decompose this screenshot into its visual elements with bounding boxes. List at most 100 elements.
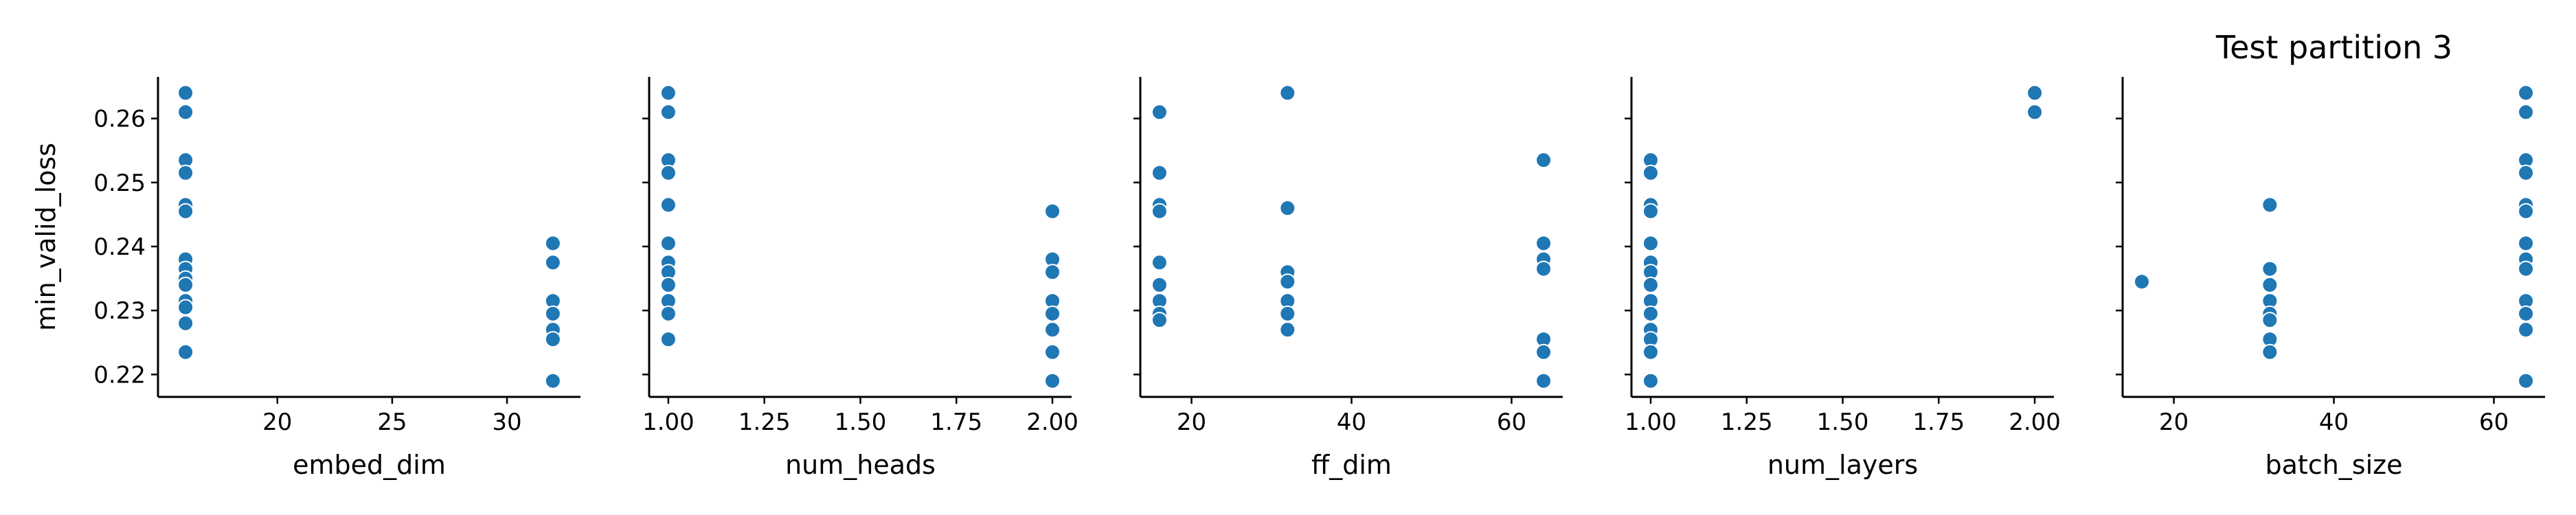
- panel-embed_dim: 0.22 0.23 0.24 0.25 0.26 20 25 30 embed_dim: [93, 77, 580, 480]
- data-point: [1151, 312, 1168, 329]
- chart-title: Test partition 3: [2215, 29, 2452, 66]
- x-tick-label: 25: [377, 409, 407, 436]
- data-point: [1151, 276, 1168, 293]
- y-tick-label: 0.23: [93, 297, 146, 325]
- data-point: [177, 314, 194, 332]
- data-point: [1642, 235, 1659, 252]
- data-point: [1044, 372, 1061, 389]
- x-tick-label: 1.25: [738, 409, 791, 436]
- x-tick-label: 1.75: [930, 409, 982, 436]
- data-point: [177, 104, 194, 121]
- data-point: [2518, 260, 2535, 277]
- x-tick-label: 1.50: [835, 409, 887, 436]
- data-point: [1044, 264, 1061, 281]
- data-point: [2261, 343, 2279, 360]
- x-tick-label: 40: [1337, 409, 1366, 436]
- x-tick-label: 20: [262, 409, 292, 436]
- y-axis-label: min_valid_loss: [31, 143, 61, 331]
- x-tick-label: 1.00: [642, 409, 694, 436]
- x-tick-label: 40: [2319, 409, 2349, 436]
- x-tick-label: 1.00: [1625, 409, 1677, 436]
- panel-num_layers: 1.00 1.25 1.50 1.75 2.00 num_layers: [1625, 77, 2061, 480]
- data-point: [1535, 343, 1552, 360]
- data-point: [2261, 196, 2279, 214]
- data-point: [1535, 372, 1552, 389]
- data-point: [2026, 84, 2044, 102]
- data-point: [2261, 260, 2279, 277]
- data-point: [2133, 273, 2150, 290]
- data-point: [177, 164, 194, 181]
- data-point: [2518, 164, 2535, 181]
- data-point: [1642, 372, 1659, 389]
- data-point: [1044, 203, 1061, 220]
- data-point: [1044, 343, 1061, 360]
- data-point: [2518, 84, 2535, 102]
- data-point: [544, 235, 561, 252]
- x-tick-label: 60: [2479, 409, 2509, 436]
- data-point: [659, 235, 677, 252]
- data-point: [659, 331, 677, 348]
- panel-num_heads: 1.00 1.25 1.50 1.75 2.00 num_heads: [642, 77, 1078, 480]
- data-point: [2518, 235, 2535, 252]
- x-tick-label: 20: [2159, 409, 2189, 436]
- x-tick-label: 1.75: [1912, 409, 1965, 436]
- y-tick-label: 0.24: [93, 233, 146, 261]
- data-point: [2261, 276, 2279, 293]
- data-point: [1151, 164, 1168, 181]
- x-tick-label: 1.25: [1721, 409, 1773, 436]
- data-point: [1279, 305, 1296, 322]
- data-point: [1151, 203, 1168, 220]
- data-point: [1642, 343, 1659, 360]
- data-point: [177, 299, 194, 316]
- x-axis-label: num_heads: [785, 450, 936, 480]
- y-tick-label: 0.25: [93, 170, 146, 197]
- data-point: [177, 276, 194, 293]
- data-point: [177, 84, 194, 102]
- data-point: [659, 104, 677, 121]
- data-point: [659, 164, 677, 181]
- data-point: [1279, 200, 1296, 217]
- data-point: [544, 305, 561, 322]
- x-tick-label: 2.00: [1026, 409, 1078, 436]
- data-point: [2026, 104, 2044, 121]
- data-point: [544, 372, 561, 389]
- data-point: [2518, 372, 2535, 389]
- data-point: [2518, 305, 2535, 322]
- data-point: [1642, 276, 1659, 293]
- x-axis-label: embed_dim: [293, 450, 446, 480]
- data-point: [177, 343, 194, 360]
- data-point: [1279, 273, 1296, 290]
- x-tick-label: 20: [1177, 409, 1206, 436]
- x-axis-label: num_layers: [1767, 450, 1918, 480]
- x-tick-label: 60: [1497, 409, 1526, 436]
- data-point: [659, 305, 677, 322]
- data-point: [1642, 305, 1659, 322]
- data-point: [1151, 254, 1168, 271]
- data-point: [1535, 152, 1552, 169]
- data-point: [544, 331, 561, 348]
- data-point: [544, 254, 561, 271]
- panel-ff_dim: 20 40 60 ff_dim: [1133, 77, 1563, 480]
- data-point: [1279, 84, 1296, 102]
- data-point: [2261, 312, 2279, 329]
- data-point: [1151, 104, 1168, 121]
- data-point: [177, 203, 194, 220]
- x-tick-label: 30: [492, 409, 521, 436]
- data-point: [659, 84, 677, 102]
- data-point: [659, 276, 677, 293]
- data-point: [1642, 203, 1659, 220]
- data-point: [1535, 235, 1552, 252]
- x-tick-label: 1.50: [1817, 409, 1869, 436]
- x-axis-label: ff_dim: [1311, 450, 1392, 480]
- data-point: [2518, 321, 2535, 339]
- data-point: [1044, 305, 1061, 322]
- data-point: [1535, 260, 1552, 277]
- data-point: [1279, 321, 1296, 339]
- data-point: [1044, 321, 1061, 339]
- panel-batch_size: 20 40 60 batch_size: [2116, 77, 2545, 480]
- data-point: [1642, 164, 1659, 181]
- x-tick-label: 2.00: [2009, 409, 2061, 436]
- y-tick-label: 0.26: [93, 106, 146, 133]
